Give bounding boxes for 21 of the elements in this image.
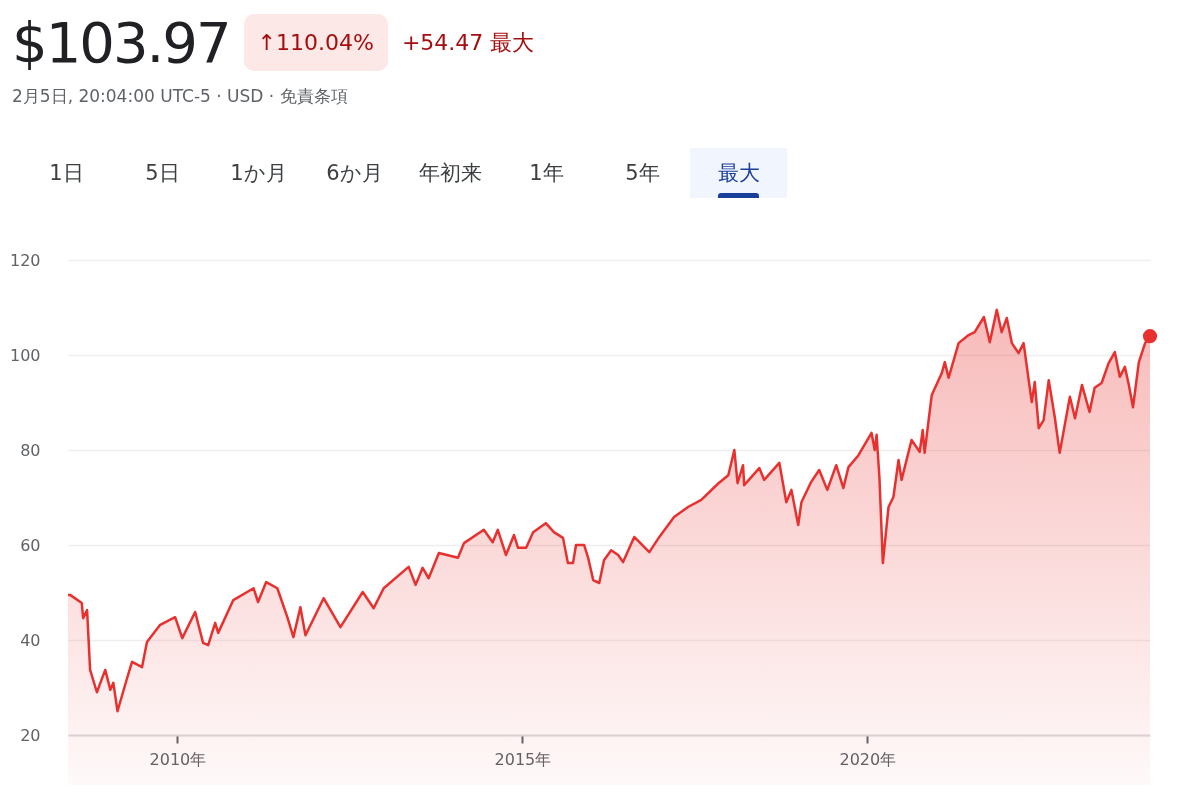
x-tick-label: 2020年 xyxy=(839,749,897,769)
text: ↑110.04% xyxy=(243,14,388,71)
y-tick-label: 120 xyxy=(9,250,41,270)
y-tick-label: 80 xyxy=(20,440,41,460)
y-tick-label: 60 xyxy=(20,535,41,555)
text: 年初来 xyxy=(418,160,483,187)
text: 最大 xyxy=(690,148,787,198)
text: 5日 xyxy=(144,160,181,187)
text: 1日 xyxy=(48,160,85,187)
x-tick-label: 2015年 xyxy=(494,749,552,769)
text: 5年 xyxy=(624,160,661,187)
y-tick-label: 100 xyxy=(9,345,41,365)
text: 6か月 xyxy=(325,160,384,187)
chart-subtitle: 2月5日, 20:04:00 UTC-5 · USD · 免責条項 xyxy=(12,85,349,108)
text: 1年 xyxy=(528,160,565,187)
y-tick-label: 20 xyxy=(20,725,41,745)
text: +54.47 最大 xyxy=(401,28,535,57)
y-tick-label: 40 xyxy=(20,630,41,650)
chart-title: $103.97 xyxy=(12,10,230,75)
text: 1か月 xyxy=(229,160,288,187)
x-tick-label: 2010年 xyxy=(149,749,207,769)
